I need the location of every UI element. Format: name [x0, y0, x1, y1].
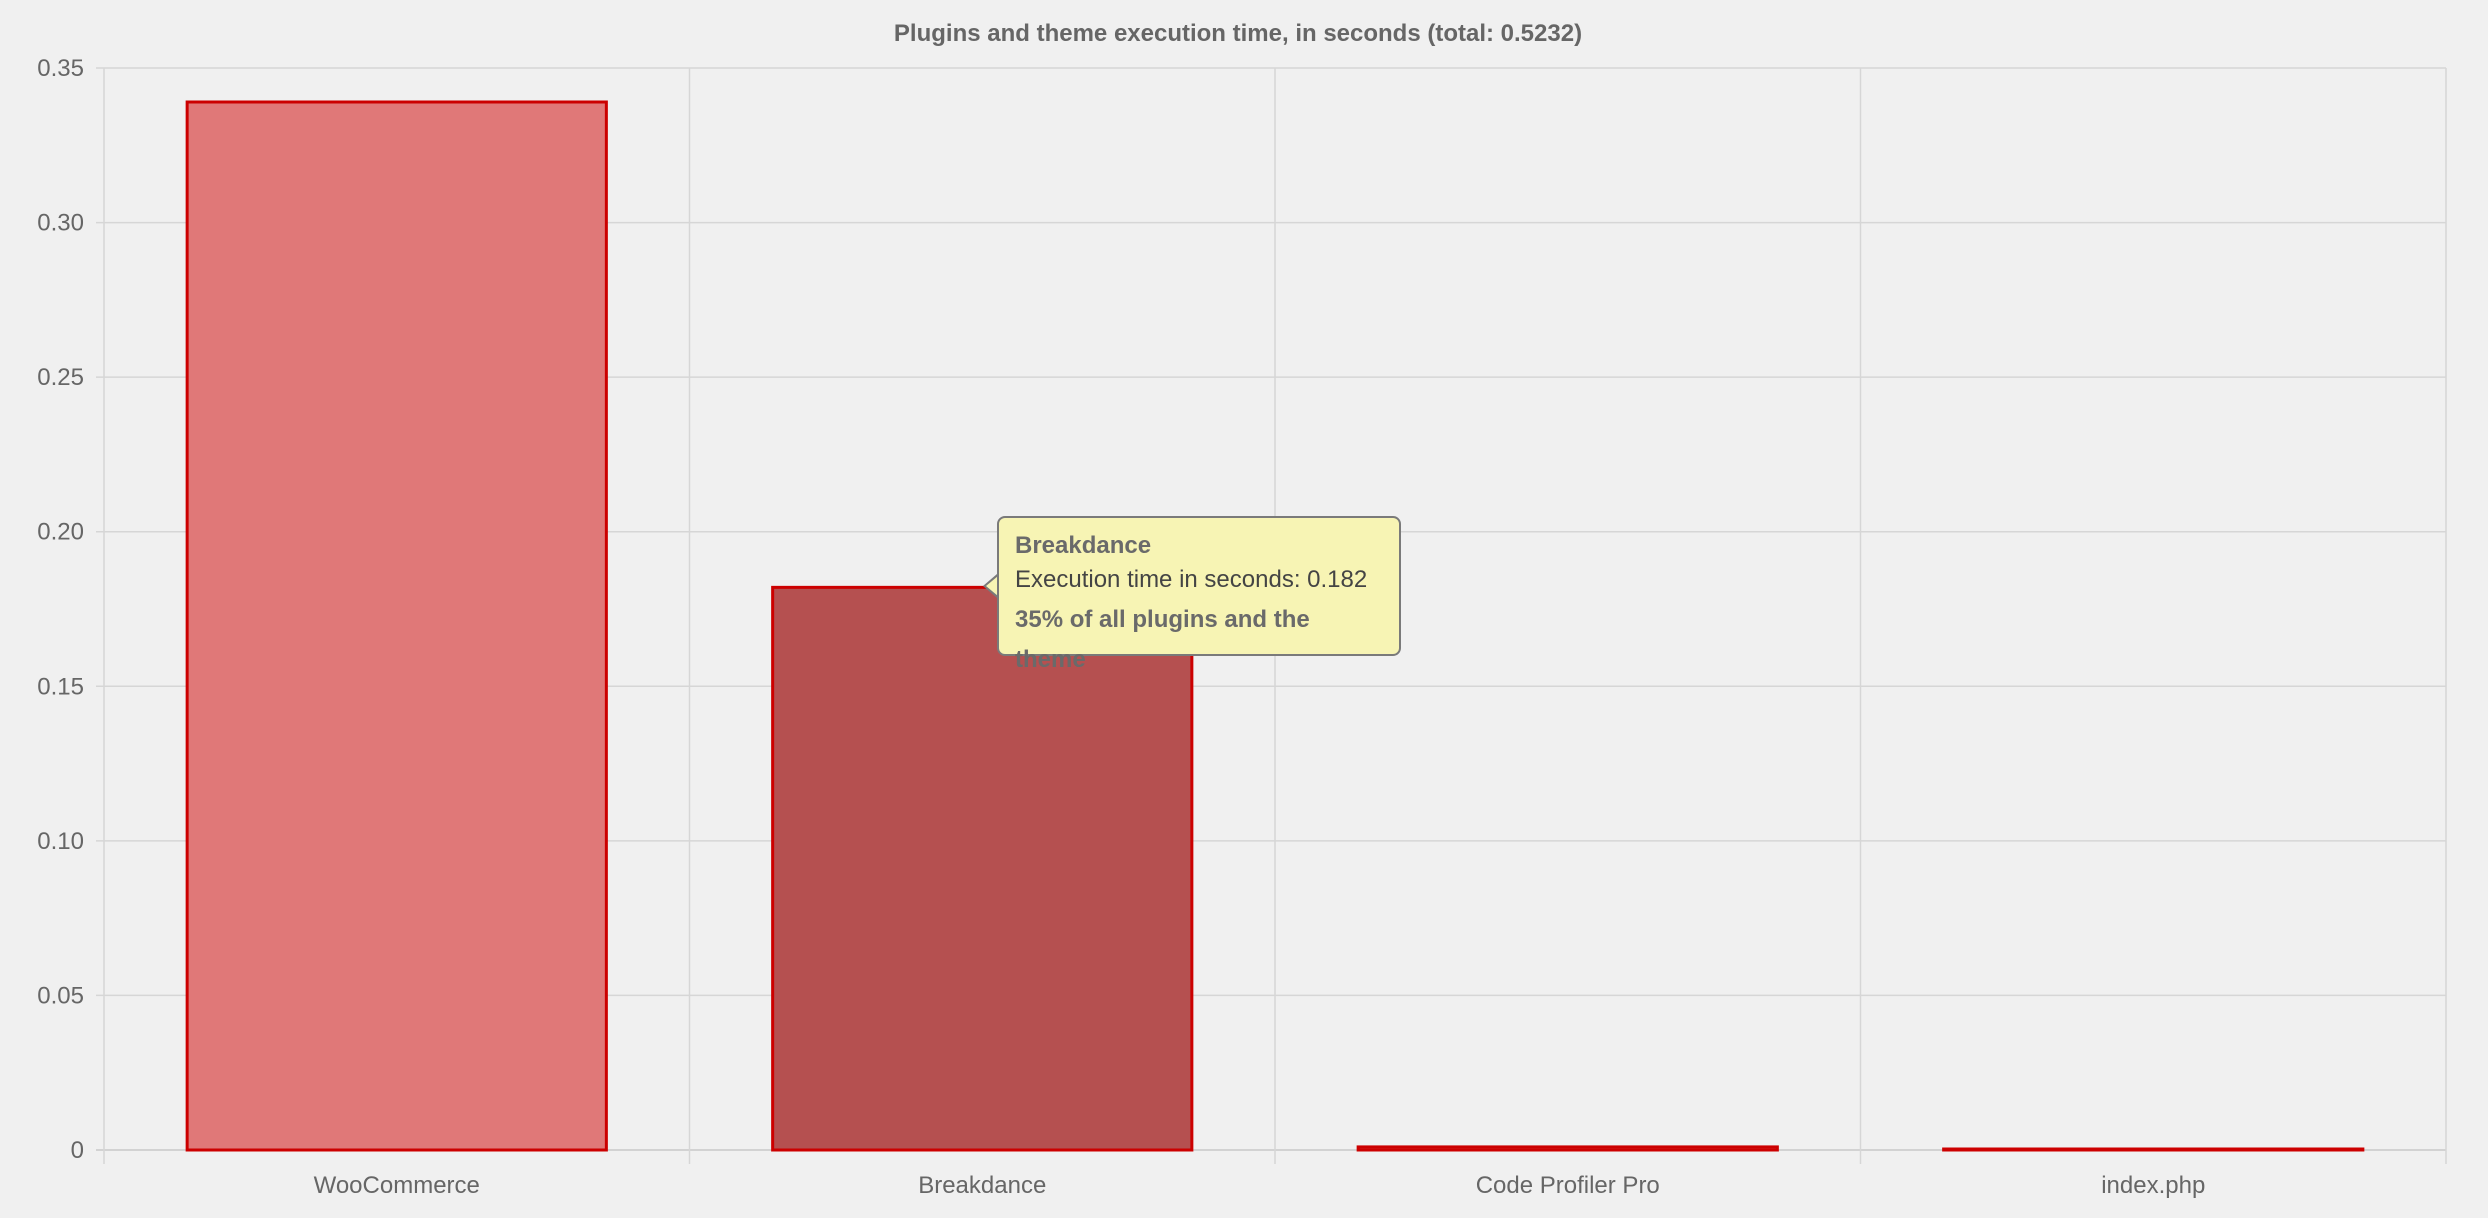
chart-title: Plugins and theme execution time, in sec…	[894, 20, 1582, 47]
bar-woocommerce	[185, 100, 608, 1152]
y-tick-label: 0.05	[37, 982, 84, 1009]
tooltip-caret	[986, 576, 998, 596]
bar-breakdance	[771, 585, 1194, 1152]
tooltip-value-line: Execution time in seconds: 0.182	[1015, 566, 1368, 593]
y-tick-label: 0.25	[37, 364, 84, 391]
bars-layer	[185, 100, 2365, 1152]
bar-code-profiler-pro	[1356, 1145, 1779, 1152]
bar-tooltip: Breakdance Execution time in seconds: 0.…	[997, 516, 1401, 673]
y-tick-label: 0.20	[37, 519, 84, 546]
tooltip-title: Breakdance	[1015, 532, 1152, 559]
y-tick-label: 0.35	[37, 55, 84, 82]
x-tick-label: WooCommerce	[314, 1172, 480, 1199]
tooltip-footer: 35% of all plugins and the theme	[1015, 606, 1310, 673]
ticks-layer: 0 0.05 0.10 0.15 0.20 0.25 0.30 0.35 WooCommerce…	[37, 55, 2205, 1199]
x-tick-label: Breakdance	[918, 1172, 1046, 1199]
x-tick-label: index.php	[2101, 1172, 2205, 1199]
y-tick-label: 0.15	[37, 673, 84, 700]
bar-index-php	[1942, 1147, 2365, 1152]
y-tick-label: 0	[71, 1137, 84, 1164]
y-tick-label: 0.30	[37, 210, 84, 237]
x-tick-label: Code Profiler Pro	[1476, 1172, 1660, 1199]
y-tick-label: 0.10	[37, 828, 84, 855]
